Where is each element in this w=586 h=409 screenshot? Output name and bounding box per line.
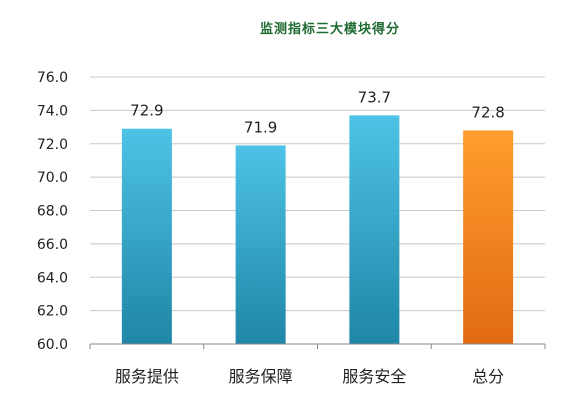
y-tick-label: 66.0: [37, 237, 68, 253]
axes: [89, 343, 546, 349]
labels: 60.0 62.0 64.0 66.0 68.0 70.0 72.0 74.0 76.0 72.9…: [37, 70, 505, 386]
data-label: 72.9: [130, 102, 163, 120]
y-tick-label: 60.0: [37, 337, 68, 353]
x-category-label: 服务保障: [229, 367, 293, 386]
bar: [235, 145, 286, 344]
bar: [121, 128, 172, 344]
bars: [121, 115, 514, 344]
y-tick-label: 72.0: [37, 137, 68, 153]
x-category-label: 服务安全: [342, 367, 406, 386]
data-label: 72.8: [471, 103, 504, 121]
y-tick-label: 74.0: [37, 103, 68, 119]
data-label: 73.7: [358, 88, 391, 106]
y-tick-label: 62.0: [37, 304, 68, 320]
y-tick-label: 70.0: [37, 170, 68, 186]
chart-title: 监测指标三大模块得分: [259, 22, 400, 37]
bar: [463, 130, 514, 344]
y-tick-label: 64.0: [37, 270, 68, 286]
y-tick-label: 76.0: [37, 70, 68, 86]
x-category-label: 总分: [472, 367, 504, 386]
bar: [349, 115, 400, 344]
data-label: 71.9: [244, 118, 277, 136]
x-category-label: 服务提供: [115, 367, 179, 386]
y-tick-label: 68.0: [37, 204, 68, 220]
